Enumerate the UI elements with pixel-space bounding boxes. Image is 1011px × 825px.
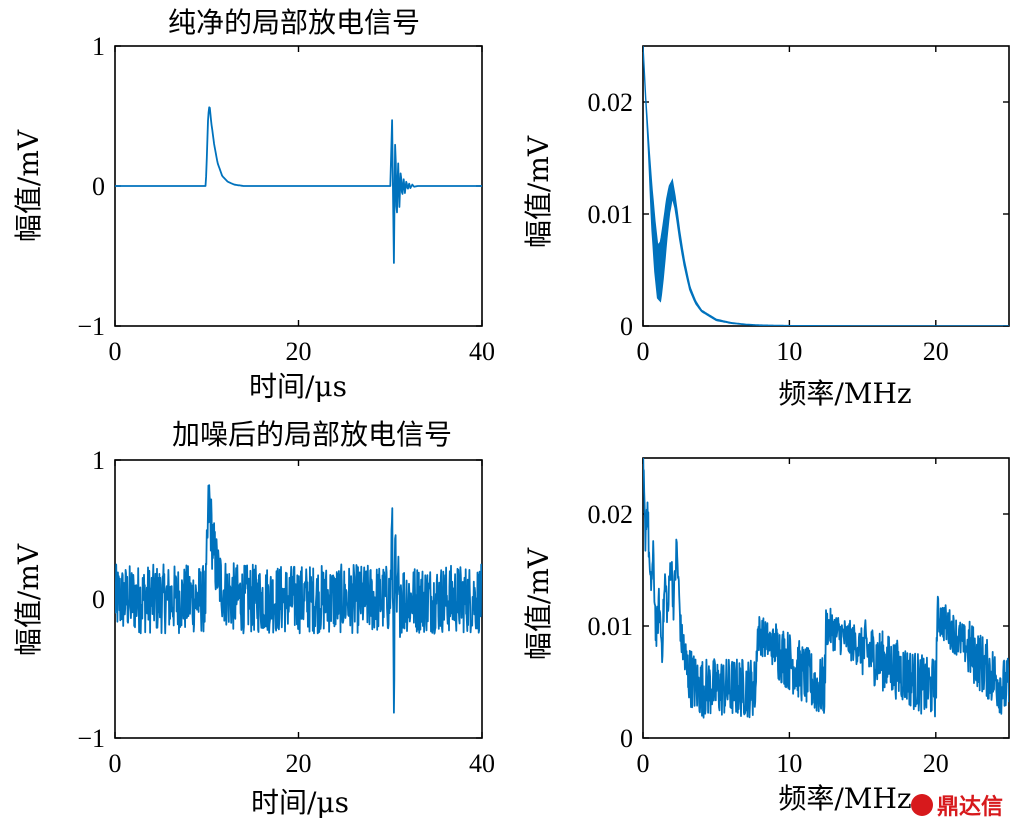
y-tick-label: 0.01 — [588, 200, 634, 229]
noisy-freq-series — [643, 458, 1009, 719]
clean-time-title: 纯净的局部放电信号 — [168, 6, 420, 39]
watermark-logo: 鼎达信 — [910, 789, 1003, 821]
y-tick-label: 0.02 — [588, 500, 634, 529]
signal-line — [115, 484, 482, 714]
x-tick-label: 0 — [109, 337, 122, 366]
x-tick-label: 0 — [109, 749, 122, 778]
noisy-time-xlabel: 时间/μs — [251, 786, 349, 819]
x-tick-label: 40 — [469, 749, 495, 778]
clean-freq-ylabel: 幅值/mV — [522, 135, 555, 248]
x-tick-label: 20 — [286, 749, 312, 778]
y-tick-label: 0 — [620, 724, 633, 753]
x-tick-label: 20 — [923, 749, 949, 778]
noisy-time-series — [115, 484, 482, 714]
y-tick-label: −1 — [77, 724, 105, 753]
y-tick-label: 0.02 — [588, 88, 634, 117]
y-tick-label: 1 — [92, 446, 105, 475]
x-tick-label: 40 — [469, 337, 495, 366]
noisy-time-ylabel: 幅值/mV — [12, 543, 45, 656]
noisy-time-title: 加噪后的局部放电信号 — [172, 418, 452, 451]
watermark-text: 鼎达信 — [936, 795, 1003, 820]
y-tick-label: 0 — [92, 585, 105, 614]
noisy-freq-xlabel: 频率/MHz — [778, 782, 911, 815]
clean-freq-axes — [642, 45, 1010, 327]
y-tick-label: 1 — [92, 32, 105, 61]
y-tick-label: 0 — [620, 312, 633, 341]
x-tick-label: 0 — [637, 337, 650, 366]
clean-freq-ticks: 0 10 20 0 0.01 0.02 — [588, 46, 1009, 366]
spectrum-band — [643, 46, 1009, 326]
noisy-time-ticks: 0 20 40−101 — [77, 446, 495, 778]
watermark-logo-icon — [910, 794, 933, 816]
clean-freq-xlabel: 频率/MHz — [778, 377, 911, 410]
clean-signal-time-plot: 纯净的局部放电信号 0 20 40−101 时间/μs 幅值/mV — [12, 6, 495, 403]
clean-time-xlabel: 时间/μs — [249, 370, 347, 403]
x-tick-label: 20 — [923, 337, 949, 366]
noisy-freq-ylabel: 幅值/mV — [522, 547, 555, 660]
noisy-freq-axes — [642, 457, 1010, 739]
x-tick-label: 10 — [776, 337, 802, 366]
x-tick-label: 0 — [637, 749, 650, 778]
noisy-signal-time-plot: 加噪后的局部放电信号 0 20 40−101 时间/μs 幅值/mV — [12, 418, 495, 819]
clean-time-ylabel: 幅值/mV — [12, 129, 45, 242]
y-tick-label: −1 — [77, 312, 105, 341]
clean-time-series — [115, 106, 482, 264]
y-tick-label: 0 — [92, 172, 105, 201]
noisy-freq-ticks: 0 10 20 0 0.01 0.02 — [588, 458, 1009, 778]
signal-line — [115, 106, 482, 264]
x-tick-label: 10 — [776, 749, 802, 778]
clean-freq-series — [643, 46, 1009, 326]
signal-line — [643, 458, 1009, 719]
x-tick-label: 20 — [286, 337, 312, 366]
clean-time-ticks: 0 20 40−101 — [77, 32, 495, 366]
noisy-signal-spectrum-plot: 0 10 20 0 0.01 0.02 频率/MHz 幅值/mV — [522, 457, 1010, 815]
clean-signal-spectrum-plot: 0 10 20 0 0.01 0.02 频率/MHz 幅值/mV — [522, 45, 1010, 410]
y-tick-label: 0.01 — [588, 612, 634, 641]
